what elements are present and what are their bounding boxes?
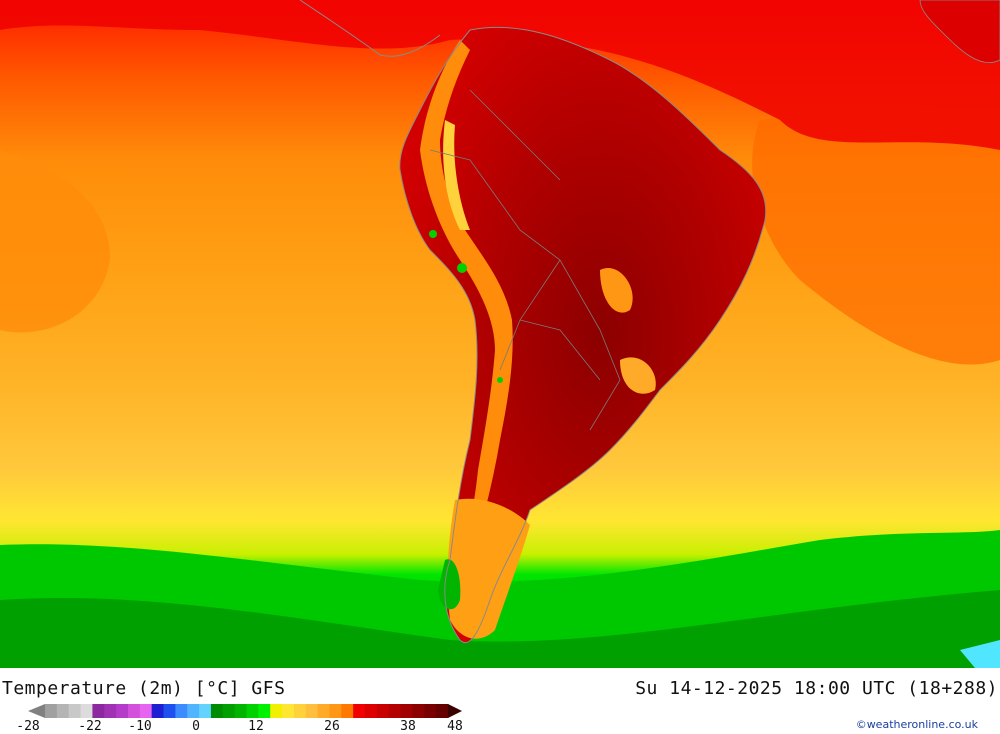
legend-swatch bbox=[234, 704, 247, 718]
legend-swatch bbox=[246, 704, 259, 718]
legend-swatch bbox=[412, 704, 425, 718]
legend-swatch bbox=[305, 704, 319, 718]
andes-cold-spot-1 bbox=[429, 230, 437, 238]
country-borders bbox=[429, 89, 621, 431]
legend-arrow-right bbox=[448, 704, 462, 718]
legend-tick: -22 bbox=[78, 719, 102, 734]
central-america bbox=[299, 0, 441, 57]
legend-swatch bbox=[163, 704, 176, 718]
south-america-land bbox=[399, 27, 766, 643]
legend-swatch bbox=[365, 704, 378, 718]
legend-swatch bbox=[56, 704, 70, 718]
legend-swatch bbox=[187, 704, 200, 718]
legend-swatch bbox=[341, 704, 354, 718]
warm-pool-atlantic bbox=[752, 100, 1000, 365]
legend-swatch bbox=[210, 704, 224, 718]
legend-swatch bbox=[376, 704, 390, 718]
southern-dark-band bbox=[0, 590, 1000, 668]
andes-cold-spot-2 bbox=[457, 263, 467, 273]
valid-time: Su 14-12-2025 18:00 UTC (18+288) bbox=[635, 678, 998, 699]
map-footer: Temperature (2m) [°C] GFS Su 14-12-2025 … bbox=[0, 668, 1000, 734]
map-title: Temperature (2m) [°C] GFS bbox=[2, 678, 286, 699]
legend-tick: 0 bbox=[192, 719, 200, 734]
legend-swatch bbox=[80, 704, 93, 718]
legend-swatch bbox=[92, 704, 105, 718]
caribbean-islands bbox=[919, 0, 1000, 63]
legend-arrow-left bbox=[28, 704, 45, 718]
legend-tick: 26 bbox=[324, 719, 340, 734]
legend-swatch bbox=[436, 704, 449, 718]
patagonia-green bbox=[438, 559, 461, 610]
legend-swatch bbox=[104, 704, 117, 718]
andes-strip bbox=[420, 40, 513, 530]
legend-swatch bbox=[258, 704, 271, 718]
andes-cold-spot-3 bbox=[497, 377, 503, 383]
patagonia bbox=[447, 498, 530, 639]
legend-tick: -28 bbox=[16, 719, 40, 734]
legend-tick: 38 bbox=[400, 719, 416, 734]
legend-swatch bbox=[270, 704, 283, 718]
legend-swatch bbox=[68, 704, 82, 718]
legend-swatch bbox=[353, 704, 366, 718]
legend-swatch bbox=[424, 704, 437, 718]
legend-tick: 12 bbox=[248, 719, 264, 734]
legend-tick: 48 bbox=[447, 719, 463, 734]
legend-swatch bbox=[329, 704, 342, 718]
legend-swatch bbox=[282, 704, 295, 718]
andes-yellow bbox=[443, 120, 470, 230]
legend-swatch bbox=[175, 704, 188, 718]
legend-swatch bbox=[45, 704, 58, 718]
legend-swatch bbox=[127, 704, 141, 718]
legend-swatch bbox=[222, 704, 236, 718]
color-legend bbox=[28, 704, 462, 718]
credit-text: ©weatheronline.co.uk bbox=[855, 718, 978, 731]
legend-swatch bbox=[116, 704, 129, 718]
legend-swatch bbox=[388, 704, 402, 718]
legend-tick: -10 bbox=[128, 719, 152, 734]
temperature-map bbox=[0, 0, 1000, 668]
legend-swatch bbox=[400, 704, 413, 718]
brazil-highlands bbox=[600, 268, 633, 313]
warm-pool-west bbox=[0, 150, 110, 333]
coastline bbox=[399, 26, 767, 643]
legend-swatch bbox=[199, 704, 212, 718]
legend-swatch bbox=[151, 704, 165, 718]
legend-swatch bbox=[293, 704, 307, 718]
red-tropics-north bbox=[0, 0, 1000, 150]
se-brazil-warm bbox=[620, 357, 656, 394]
legend-swatch bbox=[317, 704, 330, 718]
legend-swatch bbox=[139, 704, 153, 718]
cold-patch-se bbox=[960, 640, 1000, 668]
